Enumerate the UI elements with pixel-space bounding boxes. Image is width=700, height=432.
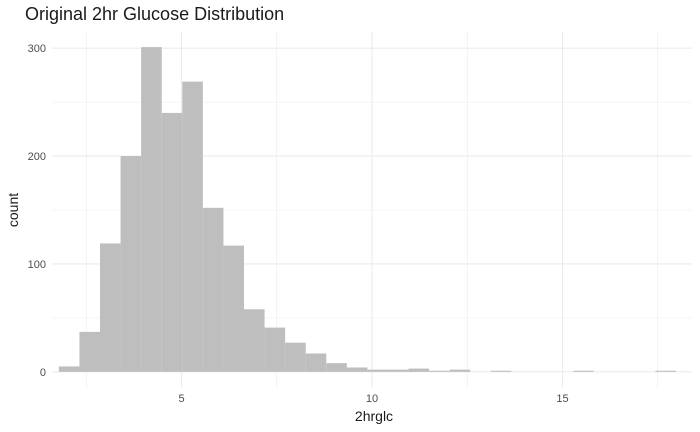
histogram-bar — [58, 366, 80, 372]
x-axis-title: 2hrglc — [355, 408, 393, 424]
histogram-bar — [367, 369, 388, 372]
x-tick-label: 15 — [556, 393, 568, 405]
histogram-bar — [141, 47, 162, 372]
histogram-bar — [264, 327, 286, 372]
histogram-bar — [408, 368, 430, 372]
chart-title: Original 2hr Glucose Distribution — [25, 4, 284, 24]
y-tick-label: 100 — [28, 259, 46, 271]
histogram-bar — [573, 370, 594, 372]
histogram-bar — [120, 156, 142, 372]
histogram-bar — [490, 370, 512, 372]
y-tick-label: 0 — [40, 367, 46, 379]
y-tick-label: 200 — [28, 151, 46, 163]
histogram-bar — [244, 309, 265, 372]
histogram-bar — [326, 363, 347, 372]
histogram-bar — [100, 243, 121, 372]
histogram-bar — [79, 331, 100, 372]
ticks-layer: 5 10 15 0 100 200 300 — [28, 43, 569, 405]
x-tick-label: 5 — [178, 393, 184, 405]
x-tick-label: 10 — [366, 393, 378, 405]
histogram-bar — [202, 207, 224, 372]
histogram-bar — [223, 245, 244, 372]
histogram-bar — [429, 370, 450, 372]
histogram-bar — [285, 342, 306, 372]
histogram-bar — [449, 369, 471, 372]
histogram-bar — [182, 81, 203, 372]
histogram-bar — [346, 367, 368, 372]
y-axis-title: count — [5, 193, 21, 227]
histogram-bar — [655, 370, 676, 372]
bars-layer — [58, 47, 676, 372]
histogram-bar — [305, 353, 327, 372]
histogram-bar — [388, 369, 409, 372]
histogram-bar — [161, 112, 183, 372]
y-tick-label: 300 — [28, 43, 46, 55]
